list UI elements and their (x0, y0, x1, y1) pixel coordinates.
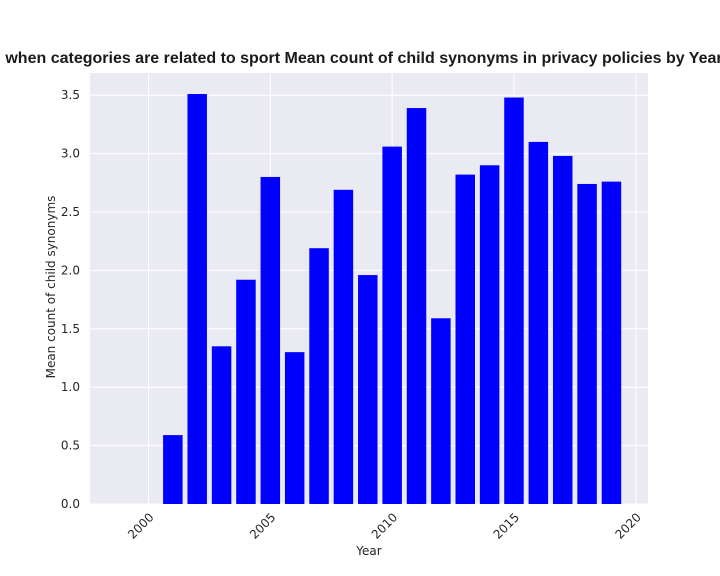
bar-2007 (309, 248, 329, 504)
x-axis-label: Year (355, 544, 381, 558)
y-tick-label: 2.5 (61, 205, 80, 219)
y-axis-ticks: 0.0 0.5 1.0 1.5 2.0 2.5 3.0 3.5 (61, 88, 80, 511)
y-tick-label: 1.5 (61, 322, 80, 336)
x-axis-ticks: 2000 2005 2010 2015 2020 (125, 510, 644, 541)
bar-2009 (358, 275, 378, 504)
x-tick-label: 2020 (612, 510, 643, 541)
y-tick-label: 3.5 (61, 88, 80, 102)
bar-2016 (528, 141, 549, 505)
bar-2006 (284, 352, 305, 504)
x-tick-label: 2010 (369, 510, 400, 541)
x-tick-label: 2005 (247, 510, 278, 541)
bar-2010 (382, 146, 402, 504)
bar-2008 (333, 189, 354, 504)
bar-2001 (163, 435, 183, 504)
bars-group (163, 94, 622, 505)
bar-2014 (479, 165, 500, 504)
bar-2018 (577, 183, 597, 504)
bar-2013 (455, 174, 475, 504)
bar-2012 (431, 318, 451, 504)
bar-2003 (211, 346, 232, 504)
x-tick-label: 2000 (125, 510, 156, 541)
bar-2017 (552, 155, 573, 504)
y-tick-label: 0.5 (61, 439, 80, 453)
bar-2002 (187, 94, 207, 505)
bar-2005 (260, 176, 281, 505)
y-axis-label: Mean count of child synonyms (44, 196, 58, 379)
bar-2015 (504, 97, 524, 505)
bar-2004 (236, 279, 256, 504)
bar-2011 (406, 108, 427, 504)
y-tick-label: 2.0 (61, 263, 80, 277)
y-tick-label: 3.0 (61, 147, 80, 161)
y-tick-label: 1.0 (61, 380, 80, 394)
y-tick-label: 0.0 (61, 497, 80, 511)
bar-2019 (601, 181, 622, 504)
x-tick-label: 2015 (491, 510, 522, 541)
chart-title: when categories are related to sport Mea… (4, 50, 720, 67)
